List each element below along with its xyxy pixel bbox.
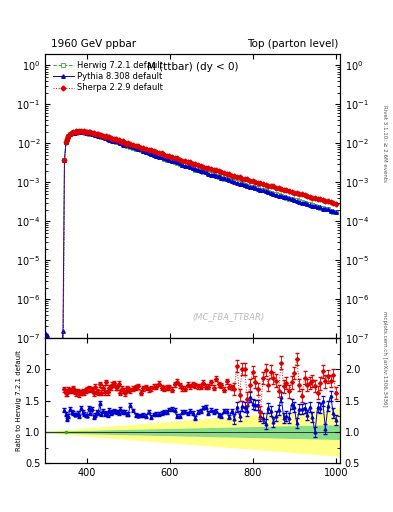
Legend: Herwig 7.2.1 default, Pythia 8.308 default, Sherpa 2.2.9 default: Herwig 7.2.1 default, Pythia 8.308 defau… bbox=[50, 58, 166, 96]
Text: Top (parton level): Top (parton level) bbox=[246, 38, 338, 49]
Herwig 7.2.1 default bbox=[333, 209, 338, 215]
Herwig 7.2.1 default bbox=[185, 163, 190, 169]
Y-axis label: Ratio to Herwig 7.2.1 default: Ratio to Herwig 7.2.1 default bbox=[16, 350, 22, 451]
Pythia 8.308 default bbox=[292, 197, 297, 203]
Text: M (ttbar) (dy < 0): M (ttbar) (dy < 0) bbox=[147, 62, 238, 72]
Line: Sherpa 2.2.9 default: Sherpa 2.2.9 default bbox=[44, 130, 338, 379]
Sherpa 2.2.9 default bbox=[77, 128, 82, 134]
Herwig 7.2.1 default bbox=[43, 374, 48, 380]
Herwig 7.2.1 default bbox=[312, 203, 317, 209]
Line: Herwig 7.2.1 default: Herwig 7.2.1 default bbox=[44, 130, 338, 379]
Pythia 8.308 default bbox=[93, 132, 97, 138]
Pythia 8.308 default bbox=[74, 128, 79, 134]
Text: Rivet 3.1.10; ≥ 2.6M events: Rivet 3.1.10; ≥ 2.6M events bbox=[382, 105, 387, 182]
Herwig 7.2.1 default bbox=[289, 196, 294, 202]
Pythia 8.308 default bbox=[188, 164, 193, 170]
Sherpa 2.2.9 default bbox=[43, 374, 48, 380]
Sherpa 2.2.9 default bbox=[91, 131, 96, 137]
Text: 1960 GeV ppbar: 1960 GeV ppbar bbox=[51, 38, 136, 49]
Sherpa 2.2.9 default bbox=[333, 201, 338, 207]
Pythia 8.308 default bbox=[43, 330, 48, 336]
Pythia 8.308 default bbox=[333, 209, 338, 215]
Sherpa 2.2.9 default bbox=[312, 195, 317, 201]
Pythia 8.308 default bbox=[175, 159, 180, 165]
Herwig 7.2.1 default bbox=[237, 180, 242, 186]
Herwig 7.2.1 default bbox=[172, 159, 177, 165]
Text: (MC_FBA_TTBAR): (MC_FBA_TTBAR) bbox=[192, 312, 264, 321]
Pythia 8.308 default bbox=[315, 204, 320, 210]
Pythia 8.308 default bbox=[46, 347, 51, 353]
Herwig 7.2.1 default bbox=[75, 129, 80, 135]
Pythia 8.308 default bbox=[240, 181, 244, 187]
Herwig 7.2.1 default bbox=[91, 131, 96, 137]
Line: Pythia 8.308 default: Pythia 8.308 default bbox=[44, 130, 338, 352]
Sherpa 2.2.9 default bbox=[237, 174, 242, 180]
Sherpa 2.2.9 default bbox=[172, 155, 177, 161]
Sherpa 2.2.9 default bbox=[185, 159, 190, 165]
Text: mcplots.cern.ch [arXiv:1306.3436]: mcplots.cern.ch [arXiv:1306.3436] bbox=[382, 311, 387, 406]
Sherpa 2.2.9 default bbox=[289, 189, 294, 195]
